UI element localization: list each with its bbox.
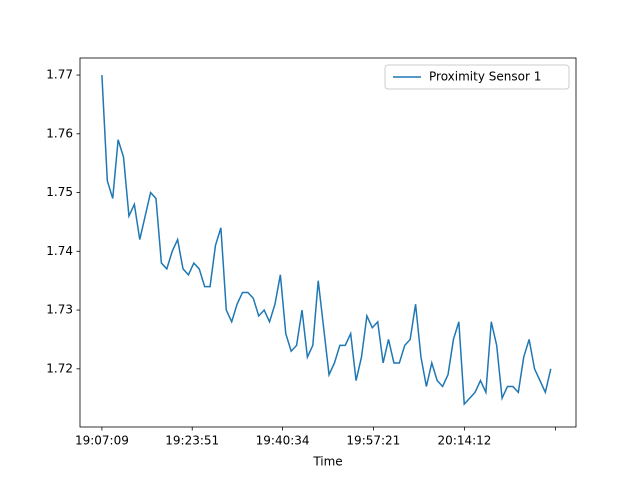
x-tick-label: 19:40:34 xyxy=(256,434,310,448)
plot-frame xyxy=(79,57,577,428)
y-tick-label: 1.77 xyxy=(46,68,73,82)
y-tick-label: 1.76 xyxy=(46,126,73,140)
y-tick-label: 1.72 xyxy=(46,361,73,375)
y-tick-label: 1.73 xyxy=(46,303,73,317)
legend-box xyxy=(384,64,570,90)
x-axis-label: Time xyxy=(312,455,342,469)
x-tick-label: 19:57:21 xyxy=(346,434,400,448)
x-tick-label: 19:23:51 xyxy=(165,434,219,448)
x-tick-label: 19:07:09 xyxy=(75,434,129,448)
y-tick-label: 1.74 xyxy=(46,244,73,258)
x-tick-label: 20:14:12 xyxy=(438,434,492,448)
data-line xyxy=(101,75,552,406)
legend-label: Proximity Sensor 1 xyxy=(429,70,541,84)
y-tick-label: 1.75 xyxy=(46,185,73,199)
